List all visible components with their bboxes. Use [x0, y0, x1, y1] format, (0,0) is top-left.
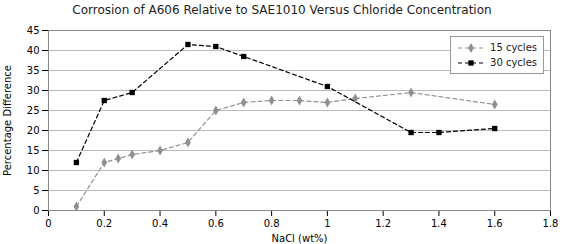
- svg-text:5: 5: [33, 185, 39, 196]
- svg-text:0.4: 0.4: [152, 218, 168, 229]
- html-text:15 cycles: 15 cycles: [490, 42, 537, 53]
- svg-text:30: 30: [27, 85, 40, 96]
- svg-text:1.4: 1.4: [431, 218, 447, 229]
- svg-text:35: 35: [27, 65, 40, 76]
- svg-text:1.8: 1.8: [543, 218, 559, 229]
- svg-text:1.2: 1.2: [375, 218, 391, 229]
- svg-text:0: 0: [33, 205, 39, 216]
- svg-text:20: 20: [27, 125, 40, 136]
- svg-text:10: 10: [27, 165, 40, 176]
- svg-text:1.6: 1.6: [487, 218, 503, 229]
- svg-text:Percentage Difference: Percentage Difference: [2, 65, 13, 176]
- svg-text:0.2: 0.2: [96, 218, 112, 229]
- svg-text:40: 40: [27, 45, 40, 56]
- svg-text:45: 45: [27, 25, 40, 36]
- svg-text:NaCl (wt%): NaCl (wt%): [272, 233, 328, 244]
- svg-text:0.6: 0.6: [208, 218, 224, 229]
- html-text:30 cycles: 30 cycles: [490, 57, 537, 68]
- svg-text:0: 0: [45, 218, 51, 229]
- svg-text:1: 1: [324, 218, 330, 229]
- html-text:Corrosion of A606 Relative to: Corrosion of A606 Relative to SAE1010 Ve…: [72, 3, 492, 17]
- svg-text:0.8: 0.8: [264, 218, 280, 229]
- svg-text:25: 25: [27, 105, 40, 116]
- svg-text:15: 15: [27, 145, 40, 156]
